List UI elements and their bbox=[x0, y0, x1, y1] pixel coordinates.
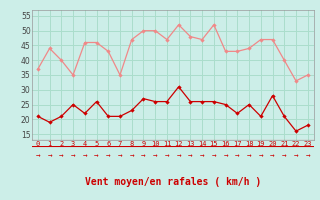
Text: →: → bbox=[71, 152, 76, 160]
Text: →: → bbox=[247, 152, 252, 160]
Text: →: → bbox=[259, 152, 263, 160]
Text: →: → bbox=[235, 152, 240, 160]
Text: →: → bbox=[83, 152, 87, 160]
Text: →: → bbox=[176, 152, 181, 160]
Text: →: → bbox=[118, 152, 122, 160]
Text: →: → bbox=[305, 152, 310, 160]
Text: →: → bbox=[282, 152, 287, 160]
Text: →: → bbox=[212, 152, 216, 160]
Text: →: → bbox=[188, 152, 193, 160]
Text: →: → bbox=[141, 152, 146, 160]
Text: →: → bbox=[153, 152, 157, 160]
Text: →: → bbox=[164, 152, 169, 160]
Text: →: → bbox=[270, 152, 275, 160]
Text: →: → bbox=[36, 152, 40, 160]
Text: →: → bbox=[294, 152, 298, 160]
Text: →: → bbox=[106, 152, 111, 160]
Text: →: → bbox=[129, 152, 134, 160]
Text: →: → bbox=[47, 152, 52, 160]
Text: →: → bbox=[200, 152, 204, 160]
Text: Vent moyen/en rafales ( km/h ): Vent moyen/en rafales ( km/h ) bbox=[85, 177, 261, 187]
Text: →: → bbox=[223, 152, 228, 160]
Text: →: → bbox=[94, 152, 99, 160]
Text: →: → bbox=[59, 152, 64, 160]
